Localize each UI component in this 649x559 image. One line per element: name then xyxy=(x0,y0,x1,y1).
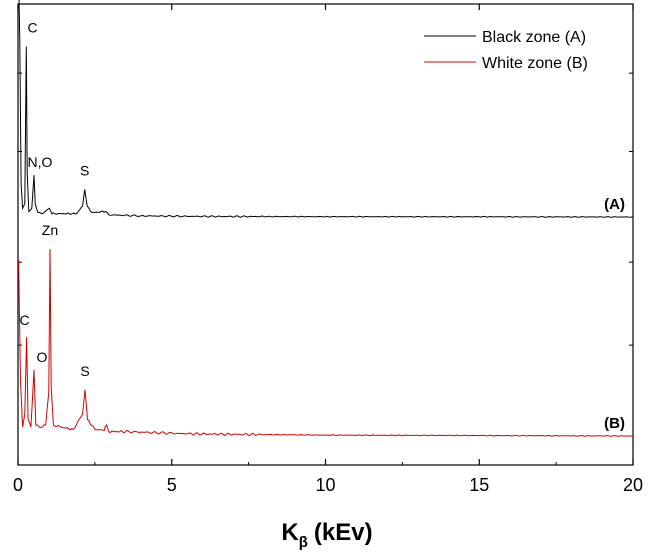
x-axis-ticks: 0 5 10 15 20 xyxy=(13,4,643,495)
legend: Black zone (A) White zone (B) xyxy=(424,29,588,72)
peak-labels: C N,O S Zn C O S xyxy=(20,20,90,379)
spectrum-line-b xyxy=(18,248,634,437)
peak-label-s: S xyxy=(80,163,89,179)
x-tick-label: 20 xyxy=(623,475,643,495)
x-axis-label: Kβ (kEv) xyxy=(281,519,372,551)
peak-label-c: C xyxy=(28,20,38,36)
x-tick-label: 0 xyxy=(13,475,23,495)
x-tick-label: 10 xyxy=(315,475,335,495)
peak-label-o: O xyxy=(37,349,48,365)
panel-labels: (A) (B) xyxy=(604,196,625,432)
peak-label-n-o: N,O xyxy=(28,154,53,170)
peak-label-s: S xyxy=(80,363,89,379)
peak-label-zn: Zn xyxy=(42,222,58,238)
plot-border xyxy=(17,3,634,466)
x-axis-label-unit: (kEv) xyxy=(314,519,373,546)
x-axis-label-sub: β xyxy=(299,534,308,551)
x-axis-label-main: K xyxy=(281,519,299,546)
panel-label-b: (B) xyxy=(604,415,625,432)
x-tick-label: 15 xyxy=(469,475,489,495)
panel-label-a: (A) xyxy=(604,196,625,213)
legend-entry-a: Black zone (A) xyxy=(482,29,586,46)
x-tick-label: 5 xyxy=(167,475,177,495)
spectrum-line-a xyxy=(18,0,633,218)
plot-frame xyxy=(17,3,634,466)
series-layer xyxy=(18,0,634,437)
legend-entry-b: White zone (B) xyxy=(482,55,588,72)
peak-label-c: C xyxy=(20,312,30,328)
